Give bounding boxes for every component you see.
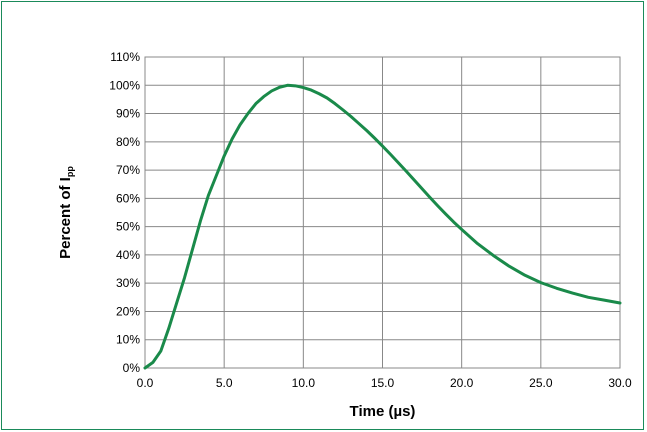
y-axis-title: Percent of Ipp	[57, 166, 75, 259]
x-tick-label: 5.0	[216, 376, 233, 390]
x-tick-label: 15.0	[371, 376, 395, 390]
y-tick-label: 100%	[109, 78, 140, 92]
x-axis-title: Time (µs)	[350, 403, 416, 420]
y-tick-label: 20%	[116, 304, 140, 318]
x-tick-label: 10.0	[292, 376, 316, 390]
x-tick-label: 30.0	[608, 376, 632, 390]
x-tick-label: 25.0	[529, 376, 553, 390]
x-tick-label: 0.0	[137, 376, 154, 390]
y-tick-label: 0%	[123, 361, 141, 375]
series-layer	[143, 83, 622, 370]
y-tick-label: 60%	[116, 191, 140, 205]
y-tick-label: 30%	[116, 276, 140, 290]
y-tick-label: 80%	[116, 135, 140, 149]
y-tick-label: 110%	[110, 50, 140, 64]
y-tick-label: 90%	[116, 107, 140, 121]
plot-area	[144, 56, 621, 369]
series-line	[143, 83, 622, 370]
y-axis-title-main: Percent of I	[57, 177, 74, 259]
grid-lines	[144, 56, 621, 369]
y-tick-label: 40%	[116, 248, 140, 262]
y-axis-title-subscript: pp	[65, 166, 75, 177]
y-tick-label: 70%	[116, 163, 140, 177]
x-tick-label: 20.0	[450, 376, 474, 390]
tick-labels: 0% 10% 20% 30% 40% 50% 60% 70% 80% 90% 100% 110% 0.0…	[109, 50, 632, 390]
y-tick-label: 50%	[116, 220, 140, 234]
y-tick-label: 10%	[116, 333, 140, 347]
